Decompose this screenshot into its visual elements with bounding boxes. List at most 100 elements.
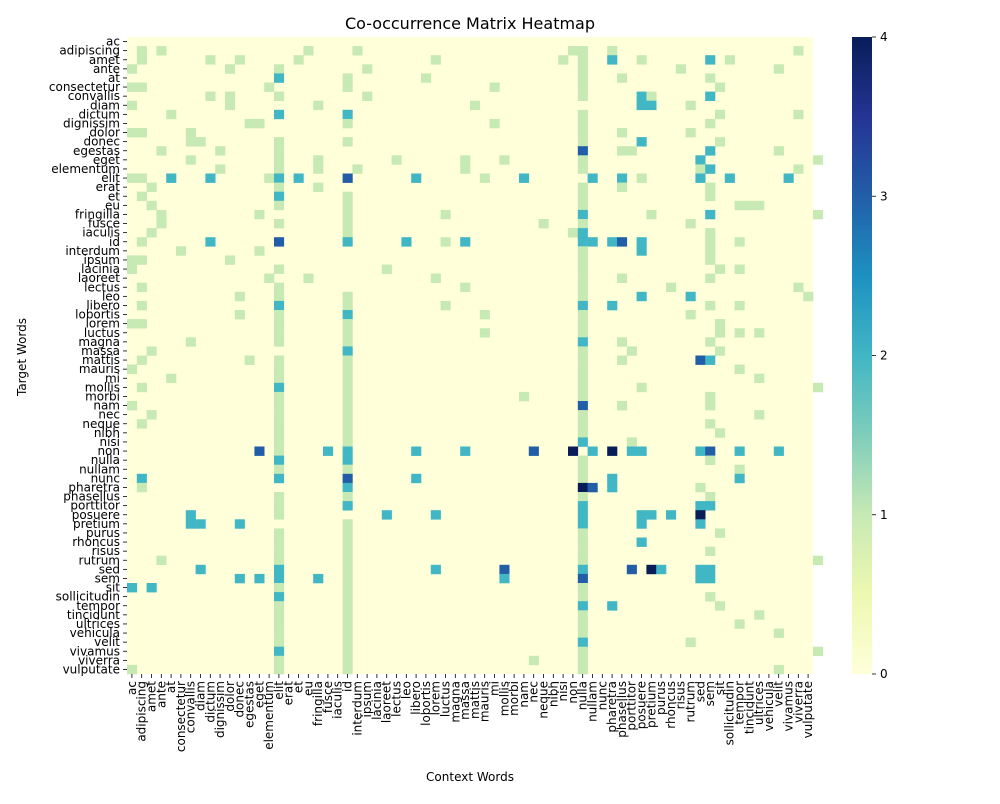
heatmap-cell: [254, 573, 265, 584]
heatmap-cell: [577, 492, 588, 502]
x-tick-label: pharetra: [605, 681, 619, 733]
heatmap-cell: [577, 118, 588, 129]
y-tick-label: elit: [101, 171, 120, 185]
y-tick-label: nibh: [94, 426, 120, 440]
heatmap-cell: [274, 137, 285, 147]
heatmap-cell: [274, 200, 285, 211]
x-tick-label: et: [292, 681, 306, 693]
heatmap-cell: [695, 355, 706, 365]
heatmap-cell: [470, 100, 481, 111]
heatmap-cell: [783, 173, 794, 183]
x-tick-label: sem: [703, 681, 717, 706]
heatmap-cell: [342, 482, 353, 493]
heatmap-cell: [734, 464, 745, 475]
x-tick-label: rhoncus: [664, 681, 678, 729]
heatmap-cell: [342, 519, 353, 529]
heatmap-cell: [430, 510, 441, 520]
heatmap-cell: [705, 228, 716, 238]
y-tick-label: eget: [93, 153, 120, 167]
heatmap-cell: [274, 328, 285, 338]
x-tick-label: elementum: [262, 681, 276, 750]
heatmap-cell: [274, 155, 285, 165]
x-tick-label: consectetur: [174, 681, 188, 752]
heatmap-cell: [577, 473, 588, 484]
heatmap-cell: [577, 219, 588, 229]
heatmap-cell: [705, 191, 716, 202]
colorbar-tick-label: 0: [880, 667, 888, 681]
heatmap-cell: [587, 237, 598, 247]
heatmap-cell: [617, 273, 628, 283]
y-tick-label: dolor: [89, 126, 120, 140]
heatmap-cell: [636, 446, 647, 456]
heatmap-cell: [254, 209, 265, 220]
heatmap-cell: [744, 200, 755, 211]
heatmap-cell: [715, 601, 726, 611]
heatmap-cell: [705, 146, 716, 156]
heatmap-cell: [734, 328, 745, 338]
heatmap-cell: [617, 237, 628, 247]
heatmap-cell: [313, 182, 324, 192]
x-tick-label: dignissim: [213, 681, 227, 738]
heatmap-cell: [411, 173, 422, 183]
heatmap-cell: [577, 319, 588, 329]
heatmap-cell: [577, 482, 588, 493]
heatmap-cell: [813, 382, 824, 393]
heatmap-cell: [136, 473, 147, 484]
heatmap-cell: [577, 364, 588, 374]
heatmap-cell: [685, 637, 696, 647]
heatmap-cell: [127, 82, 138, 92]
heatmap-cell: [646, 564, 657, 575]
y-tick-label: purus: [86, 526, 120, 540]
heatmap-cell: [715, 137, 726, 147]
heatmap-cell: [274, 310, 285, 320]
heatmap-cell: [225, 100, 236, 111]
heatmap-cell: [293, 173, 304, 183]
x-tick-label: nam: [517, 681, 531, 708]
y-tick-label: tempor: [76, 599, 120, 613]
x-tick-label: fringilla: [311, 681, 325, 726]
y-tick-label: nec: [98, 408, 120, 422]
heatmap-cell: [577, 510, 588, 520]
x-tick-label: nec: [527, 681, 541, 703]
heatmap-cell: [342, 209, 353, 220]
x-tick-label: vehicula: [762, 681, 776, 731]
heatmap-cell: [734, 364, 745, 374]
x-tick-label: nulla: [576, 681, 590, 710]
y-tick-label: rutrum: [79, 553, 120, 567]
heatmap-cell: [274, 619, 285, 629]
heatmap-cell: [127, 173, 138, 183]
heatmap-cell: [146, 583, 157, 593]
heatmap-cell: [342, 300, 353, 311]
heatmap-cell: [136, 282, 147, 293]
heatmap-cell: [479, 173, 490, 183]
heatmap-cell: [274, 592, 285, 602]
heatmap-cell: [705, 401, 716, 411]
heatmap-cell: [577, 146, 588, 156]
x-tick-label: massa: [458, 681, 472, 720]
x-tick-label: mi: [488, 681, 502, 696]
heatmap-cell: [607, 446, 618, 456]
y-tick-label: magna: [78, 335, 120, 349]
heatmap-cell: [274, 601, 285, 611]
y-tick-label: elementum: [51, 162, 120, 176]
heatmap-cell: [705, 455, 716, 465]
heatmap-cell: [577, 209, 588, 220]
heatmap-cell: [705, 73, 716, 83]
heatmap-cell: [577, 646, 588, 657]
heatmap-cell: [274, 319, 285, 329]
y-tick-label: phasellus: [63, 490, 120, 504]
heatmap-cell: [274, 455, 285, 465]
heatmap-cell: [136, 382, 147, 393]
heatmap-cell: [274, 282, 285, 293]
heatmap-cell: [577, 564, 588, 575]
heatmap-cell: [136, 355, 147, 365]
x-tick-label: ante: [154, 681, 168, 708]
heatmap-cell: [127, 364, 138, 374]
heatmap-cell: [430, 564, 441, 575]
heatmap-cell: [636, 55, 647, 65]
heatmap-cell: [685, 100, 696, 111]
heatmap-cell: [577, 555, 588, 566]
y-tick-label: consectetur: [49, 80, 120, 94]
heatmap-cell: [342, 564, 353, 575]
